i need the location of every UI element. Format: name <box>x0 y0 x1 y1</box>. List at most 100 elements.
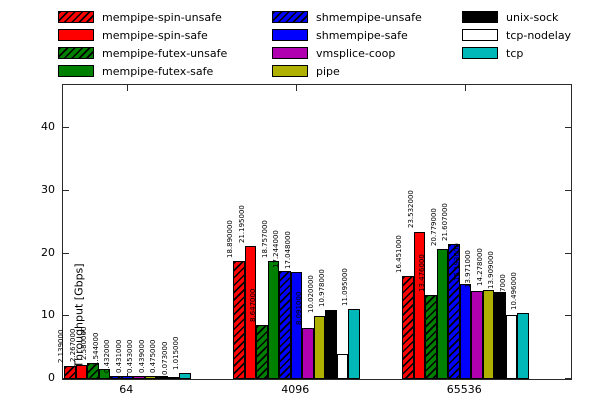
bar-tcp-nodelay-65536 <box>505 314 517 379</box>
bar-value-label: 13.476000 <box>418 253 427 292</box>
bar-mempipe-futex-unsafe-64 <box>87 362 99 379</box>
bar-tcp-nodelay-4096 <box>336 354 348 379</box>
legend-swatch-pipe <box>272 65 308 77</box>
bar-value-label: 8.091000 <box>295 291 304 326</box>
legend-swatch-mempipe-spin-safe <box>58 29 94 41</box>
bar-shmempipe-safe-65536 <box>459 283 471 379</box>
y-tick-label: 0 <box>48 371 55 384</box>
bar-value-label: 10.020000 <box>306 275 315 314</box>
legend-swatch-mempipe-spin-unsafe <box>58 11 94 23</box>
bar-shmempipe-unsafe-64 <box>110 376 122 379</box>
legend-label: unix-sock <box>506 11 559 24</box>
legend-label: vmsplice-coop <box>316 47 396 60</box>
legend-swatch-tcp <box>462 47 498 59</box>
bar-mempipe-spin-safe-64 <box>75 364 87 379</box>
x-tick-mark <box>127 373 129 379</box>
legend-swatch-tcp-nodelay <box>462 29 498 41</box>
bar-mempipe-spin-safe-4096 <box>244 246 256 379</box>
bar-mempipe-spin-unsafe-64 <box>64 365 76 379</box>
bar-value-label: 21.195000 <box>237 205 246 244</box>
x-tick-label: 4096 <box>281 383 310 396</box>
y-tick-mark <box>63 189 69 191</box>
y-tick-mark <box>565 189 571 191</box>
bar-shmempipe-unsafe-65536 <box>448 243 460 379</box>
bar-value-label: 10.267000 <box>498 273 507 312</box>
y-tick-label: 30 <box>41 182 55 196</box>
legend-label: mempipe-futex-safe <box>102 65 214 78</box>
y-tick-mark <box>63 127 69 129</box>
bar-value-label: 18.890000 <box>226 219 235 258</box>
bar-value-label: 18.757000 <box>260 220 269 259</box>
x-tick-mark <box>465 85 467 91</box>
bar-value-label: 0.453000 <box>126 339 135 374</box>
x-tick-label: 64 <box>119 383 134 396</box>
legend-label: shmempipe-unsafe <box>316 11 422 24</box>
bar-value-label: 11.095000 <box>341 268 350 307</box>
y-tick-mark <box>63 315 69 317</box>
legend-swatch-vmsplice-coop <box>272 47 308 59</box>
bar-value-label: 21.607000 <box>441 202 450 241</box>
bar-value-label: 16.451000 <box>395 235 404 273</box>
legend-label: shmempipe-safe <box>316 29 408 42</box>
bar-mempipe-futex-unsafe-4096 <box>256 324 268 379</box>
bar-value-label: 23.532000 <box>406 190 415 229</box>
bar-value-label: 13.971000 <box>464 250 473 289</box>
bar-pipe-65536 <box>482 289 494 379</box>
bar-unix-sock-64 <box>156 376 168 379</box>
legend-label: mempipe-spin-unsafe <box>102 11 222 24</box>
bar-mempipe-spin-safe-65536 <box>413 231 425 379</box>
bar-value-label: 2.267000 <box>68 328 77 362</box>
legend-label: pipe <box>316 65 340 78</box>
bar-value-label: 3.959000 <box>329 317 338 352</box>
x-tick-mark <box>296 85 298 91</box>
bar-mempipe-futex-safe-4096 <box>267 261 279 379</box>
bar-value-label: 2.580000 <box>80 326 89 360</box>
bar-value-label: 14.278000 <box>475 248 484 287</box>
bar-mempipe-futex-safe-65536 <box>436 248 448 379</box>
bar-mempipe-futex-unsafe-65536 <box>425 294 437 379</box>
y-tick-label: 40 <box>41 120 55 134</box>
bar-mempipe-futex-safe-64 <box>98 369 110 379</box>
bar-value-label: 10.978000 <box>318 269 327 308</box>
bar-tcp-64 <box>179 372 191 379</box>
y-tick-mark <box>565 252 571 254</box>
legend-swatch-shmempipe-safe <box>272 29 308 41</box>
bar-value-label: 17.244000 <box>272 230 281 268</box>
bar-value-label: 1.544000 <box>91 332 100 367</box>
bar-tcp-nodelay-64 <box>167 377 179 379</box>
y-tick-mark <box>63 252 69 254</box>
y-tick-label: 10 <box>41 308 55 322</box>
bar-unix-sock-4096 <box>325 310 337 379</box>
bar-value-label: 2.139000 <box>57 329 66 363</box>
bar-value-label: 0.073000 <box>160 341 169 375</box>
x-tick-label: 65536 <box>446 383 482 396</box>
legend-label: mempipe-futex-unsafe <box>102 47 228 60</box>
bar-shmempipe-unsafe-4096 <box>279 270 291 379</box>
bar-unix-sock-65536 <box>494 291 506 379</box>
bar-vmsplice-coop-64 <box>133 376 145 379</box>
y-tick-mark <box>565 127 571 129</box>
legend-label: tcp <box>506 47 524 60</box>
y-tick-label: 20 <box>41 245 55 259</box>
bar-shmempipe-safe-64 <box>121 376 133 379</box>
y-tick-mark <box>565 315 571 317</box>
y-tick-mark <box>565 378 571 379</box>
legend-label: tcp-nodelay <box>506 29 572 42</box>
x-tick-mark <box>127 85 129 91</box>
bar-value-label: 13.909000 <box>487 250 496 289</box>
bar-tcp-4096 <box>348 309 360 379</box>
bar-value-label: 0.432000 <box>103 339 112 374</box>
bar-pipe-4096 <box>313 316 325 379</box>
bar-value-label: 8.647000 <box>249 288 258 322</box>
bar-mempipe-spin-unsafe-4096 <box>233 260 245 379</box>
bar-pipe-64 <box>144 376 156 379</box>
bar-value-label: 20.779000 <box>429 207 438 246</box>
bar-tcp-65536 <box>517 313 529 379</box>
bar-value-label: 15.193000 <box>452 242 461 281</box>
bar-value-label: 10.496000 <box>510 272 519 311</box>
bar-value-label: 17.048000 <box>283 231 292 270</box>
bar-vmsplice-coop-4096 <box>302 328 314 379</box>
legend-swatch-mempipe-futex-unsafe <box>58 47 94 59</box>
plot-area: Throughput [Gbps] 2.139000 18.890000 16.45… <box>57 84 572 380</box>
